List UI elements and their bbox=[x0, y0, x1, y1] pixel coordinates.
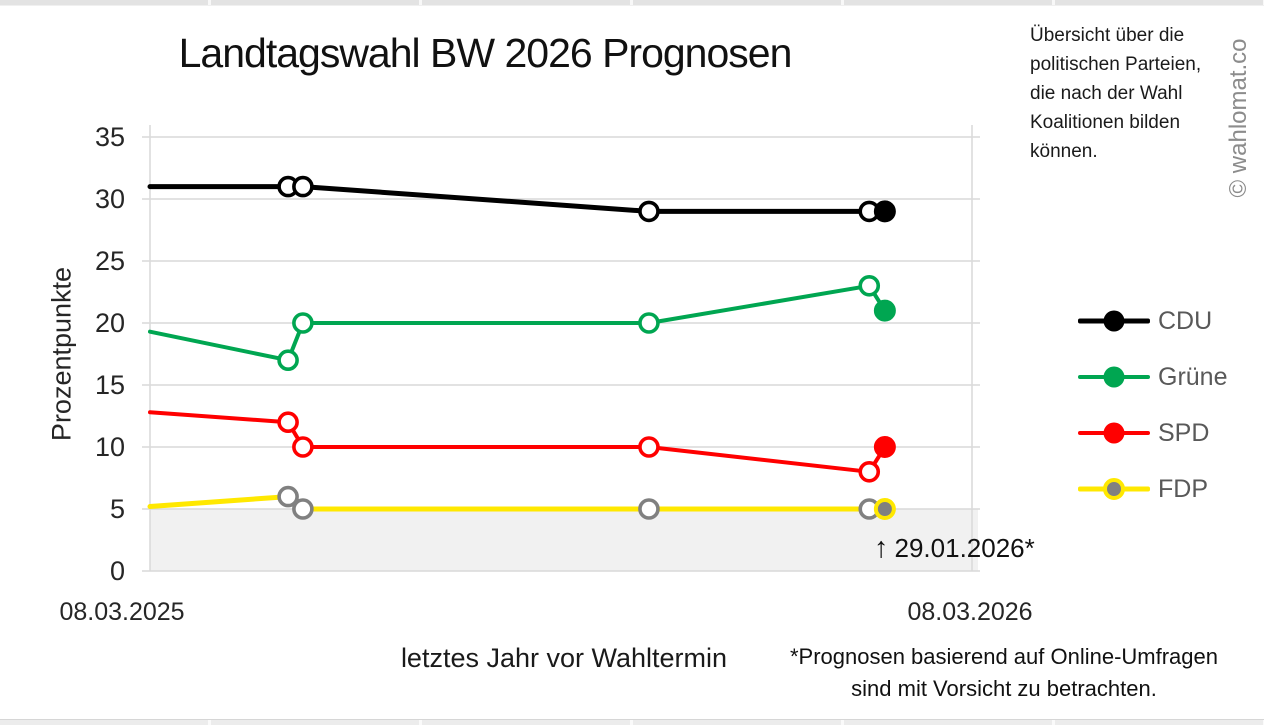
marker-open-Grüne bbox=[858, 274, 881, 297]
legend-marker bbox=[1103, 422, 1125, 444]
legend-item-fdp: FDP bbox=[1078, 461, 1227, 517]
legend-label: FDP bbox=[1158, 474, 1208, 503]
info-text: Übersicht über die politischen Parteien,… bbox=[1030, 25, 1202, 162]
y-tick-label: 15 bbox=[94, 370, 125, 400]
up-arrow-icon: ↑ bbox=[874, 532, 889, 564]
legend-swatch bbox=[1078, 365, 1150, 389]
marker-open-Grüne bbox=[277, 349, 299, 372]
legend-marker bbox=[1103, 366, 1125, 388]
annotation-latest-poll: ↑ 29.01.2026* bbox=[874, 532, 1035, 565]
legend-item-cdu: CDU bbox=[1078, 293, 1227, 349]
legend-marker bbox=[1103, 478, 1125, 500]
footnote: *Prognosen basierend auf Online-Umfragen… bbox=[789, 644, 1219, 701]
x-axis-title: letztes Jahr vor Wahltermin bbox=[400, 643, 728, 673]
y-tick-label: 5 bbox=[109, 494, 125, 524]
marker-open-FDP bbox=[292, 498, 314, 520]
y-tick-label: 25 bbox=[94, 246, 125, 276]
chart-title: Landtagswahl BW 2026 Prognosen bbox=[178, 30, 793, 76]
series-line-FDP bbox=[147, 494, 888, 512]
y-tick-label: 35 bbox=[94, 122, 125, 152]
legend-label: Grüne bbox=[1158, 362, 1228, 391]
y-tick-label: 30 bbox=[94, 184, 125, 214]
y-tick-label: 20 bbox=[94, 308, 125, 338]
legend-swatch bbox=[1078, 421, 1150, 445]
y-tick-label: 10 bbox=[94, 432, 125, 462]
legend-swatch bbox=[1078, 309, 1150, 333]
marker-open-Grüne bbox=[638, 312, 660, 334]
y-tick-label: 0 bbox=[109, 556, 125, 586]
annotation-date: 29.01.2026* bbox=[894, 533, 1035, 563]
marker-filled-SPD bbox=[873, 436, 896, 458]
x-axis-label-start: 08.03.2025 bbox=[59, 598, 185, 626]
marker-open-Grüne bbox=[292, 312, 314, 334]
marker-open-FDP bbox=[638, 498, 660, 520]
marker-open-SPD bbox=[277, 411, 299, 434]
threshold-band bbox=[150, 509, 978, 571]
legend-item-grne: Grüne bbox=[1078, 349, 1227, 405]
legend-label: CDU bbox=[1158, 306, 1213, 335]
legend-item-spd: SPD bbox=[1078, 405, 1227, 461]
marker-filled-FDP bbox=[873, 498, 896, 520]
legend: CDU Grüne SPD FDP bbox=[1078, 293, 1227, 517]
marker-open-SPD bbox=[638, 436, 660, 458]
marker-open-CDU bbox=[292, 175, 314, 198]
marker-open-CDU bbox=[638, 200, 660, 223]
spreadsheet-top-strip bbox=[0, 0, 1264, 6]
legend-label: SPD bbox=[1158, 418, 1210, 447]
marker-filled-Grüne bbox=[873, 299, 896, 322]
marker-open-SPD bbox=[292, 436, 314, 458]
series-line-SPD bbox=[148, 410, 887, 474]
marker-open-FDP bbox=[277, 485, 299, 508]
legend-marker bbox=[1103, 310, 1125, 332]
marker-open-SPD bbox=[858, 460, 881, 483]
spreadsheet-bottom-strip bbox=[0, 719, 1264, 725]
x-axis-label-end: 08.03.2026 bbox=[907, 598, 1033, 626]
marker-filled-CDU bbox=[873, 200, 896, 223]
legend-swatch bbox=[1078, 477, 1150, 501]
